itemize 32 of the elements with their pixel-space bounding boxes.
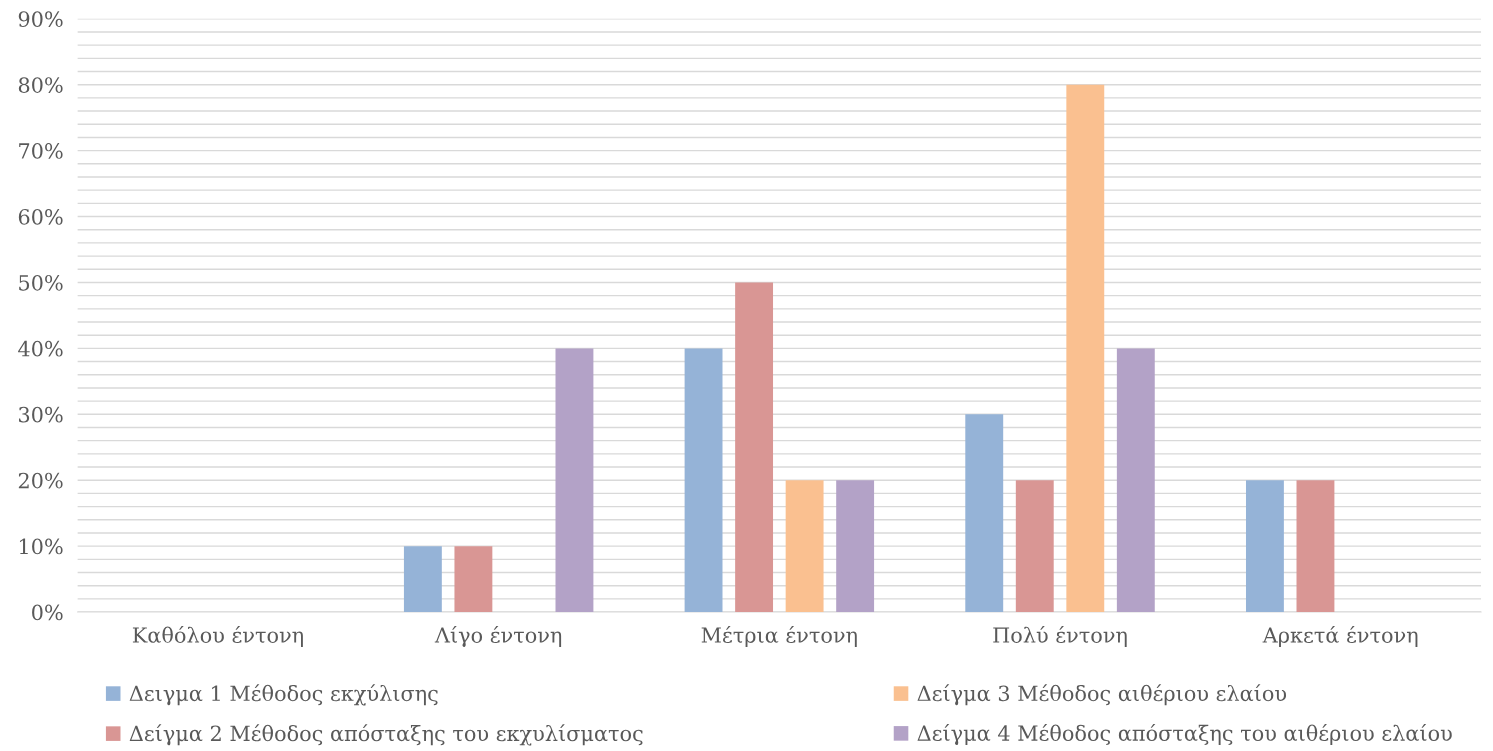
x-tick-label: Λίγο έντονη bbox=[434, 625, 562, 647]
bar bbox=[1245, 480, 1284, 613]
y-tick-label: 10% bbox=[19, 538, 63, 555]
bar bbox=[965, 414, 1004, 613]
y-tick-label: 20% bbox=[18, 472, 63, 489]
x-tick-label: Καθόλου έντονη bbox=[132, 625, 303, 647]
bar bbox=[1116, 348, 1155, 613]
bar bbox=[1015, 480, 1054, 613]
legend-label: Δείγμα 4 Μέθοδος απόσταξης του αιθέριου ελαίου bbox=[917, 724, 1452, 746]
bar bbox=[1066, 84, 1105, 613]
x-tick-label: Αρκετά έντονη bbox=[1262, 625, 1418, 647]
x-tick-label: Πολύ έντονη bbox=[993, 625, 1127, 647]
bar bbox=[403, 546, 442, 613]
bar bbox=[785, 480, 824, 613]
y-tick-label: 70% bbox=[19, 143, 63, 159]
y-tick-label: 60% bbox=[18, 208, 63, 225]
y-tick-label: 40% bbox=[18, 340, 63, 357]
bar bbox=[555, 348, 594, 613]
y-tick-label: 50% bbox=[19, 274, 63, 291]
legend-label: Δειγμα 1 Μέθοδος εκχύλισης bbox=[129, 684, 438, 706]
y-tick-label: 80% bbox=[18, 77, 63, 93]
bar bbox=[1296, 480, 1335, 613]
legend-label: Δείγμα 2 Μέθοδος απόσταξης του εκχυλίσματος bbox=[129, 724, 643, 746]
bar bbox=[684, 348, 723, 613]
y-tick-label: 30% bbox=[19, 406, 63, 423]
y-tick-label: 0% bbox=[32, 604, 63, 621]
bar bbox=[735, 282, 774, 613]
legend-label: Δείγμα 3 Μέθοδος αιθέριου ελαίου bbox=[917, 684, 1287, 706]
y-tick-label: 90% bbox=[18, 11, 63, 27]
bar bbox=[836, 480, 875, 613]
x-tick-label: Μέτρια έντονη bbox=[701, 625, 857, 647]
bar bbox=[454, 546, 493, 613]
